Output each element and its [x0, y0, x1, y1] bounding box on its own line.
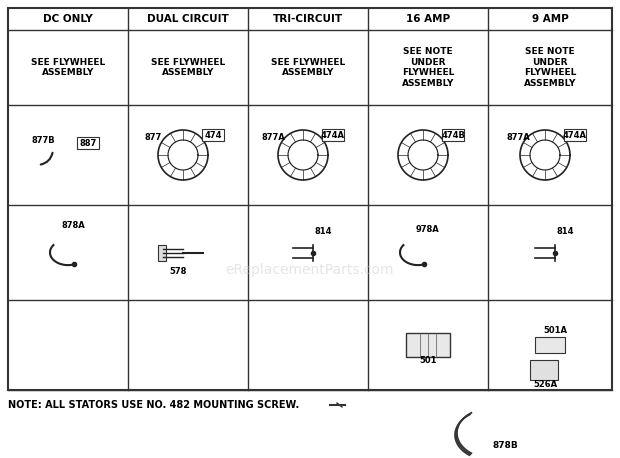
Text: 814: 814 — [314, 228, 332, 236]
Text: 878B: 878B — [492, 441, 518, 450]
Text: 16 AMP: 16 AMP — [406, 14, 450, 24]
Bar — [8, 8, 612, 390]
Text: 474A: 474A — [321, 131, 345, 140]
Text: 474A: 474A — [563, 131, 587, 140]
Bar — [535, 337, 565, 353]
Bar — [564, 129, 586, 141]
Text: SEE FLYWHEEL
ASSEMBLY: SEE FLYWHEEL ASSEMBLY — [271, 58, 345, 77]
Bar — [442, 129, 464, 141]
Text: SEE NOTE
UNDER
FLYWHEEL
ASSEMBLY: SEE NOTE UNDER FLYWHEEL ASSEMBLY — [402, 47, 454, 87]
Text: 9 AMP: 9 AMP — [531, 14, 569, 24]
Text: DUAL CIRCUIT: DUAL CIRCUIT — [147, 14, 229, 24]
Text: 526A: 526A — [533, 380, 557, 389]
Text: 814: 814 — [556, 228, 574, 236]
Text: 578: 578 — [169, 267, 187, 277]
Text: TRI-CIRCUIT: TRI-CIRCUIT — [273, 14, 343, 24]
Text: 474B: 474B — [441, 131, 465, 140]
Text: SEE FLYWHEEL
ASSEMBLY: SEE FLYWHEEL ASSEMBLY — [31, 58, 105, 77]
Bar — [530, 360, 558, 380]
Text: 877: 877 — [144, 133, 162, 142]
Text: 877A: 877A — [506, 133, 530, 142]
Text: 887: 887 — [79, 138, 97, 147]
Text: 501: 501 — [419, 356, 436, 365]
Text: DC ONLY: DC ONLY — [43, 14, 93, 24]
Bar — [158, 245, 166, 261]
Bar — [77, 137, 99, 149]
Bar — [202, 129, 224, 141]
Bar — [406, 333, 450, 357]
Text: 501A: 501A — [543, 326, 567, 335]
Text: NOTE: ALL STATORS USE NO. 482 MOUNTING SCREW.: NOTE: ALL STATORS USE NO. 482 MOUNTING S… — [8, 400, 299, 410]
Text: eReplacementParts.com: eReplacementParts.com — [226, 263, 394, 277]
Text: 878A: 878A — [61, 220, 85, 229]
Text: 877A: 877A — [261, 133, 285, 142]
Text: SEE FLYWHEEL
ASSEMBLY: SEE FLYWHEEL ASSEMBLY — [151, 58, 225, 77]
Text: 978A: 978A — [416, 225, 440, 234]
Text: 474: 474 — [204, 131, 222, 140]
Bar — [322, 129, 344, 141]
Text: SEE NOTE
UNDER
FLYWHEEL
ASSEMBLY: SEE NOTE UNDER FLYWHEEL ASSEMBLY — [524, 47, 576, 87]
Text: 877B: 877B — [31, 136, 55, 145]
